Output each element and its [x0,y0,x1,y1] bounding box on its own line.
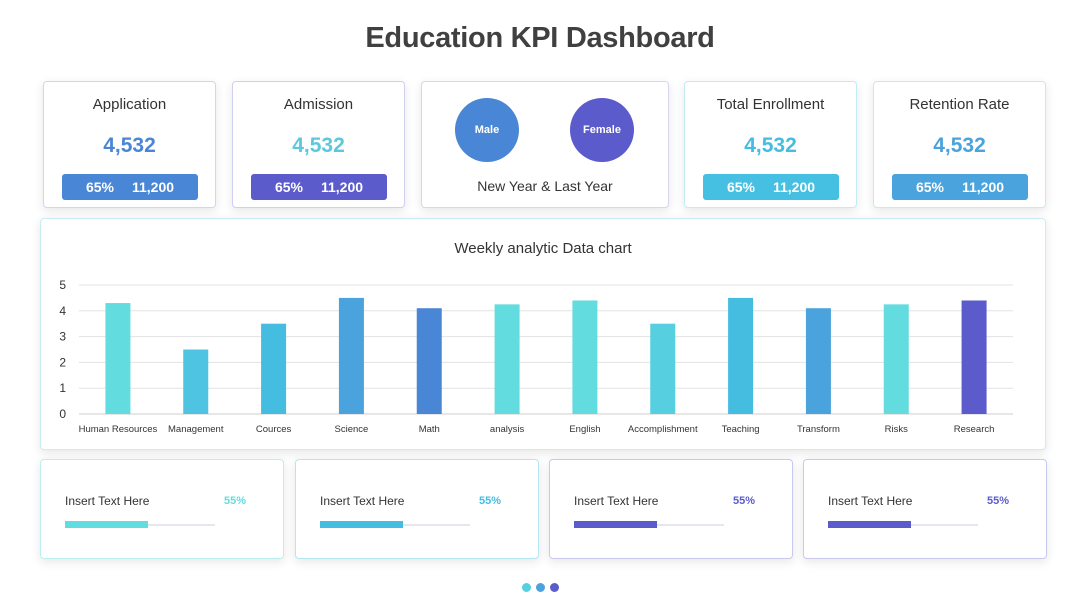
kpi-total: 11,200 [320,179,364,195]
bar-accomplishment [650,323,676,414]
x-tick-label: Management [168,424,224,435]
progress-label: Insert Text Here [828,494,913,508]
page-title: Education KPI Dashboard [365,22,715,54]
kpi-total: 11,200 [772,179,816,195]
weekly-chart-card: Weekly analytic Data chart 0 1 2 3 4 5 Human R… [40,218,1046,450]
progress-fill [65,521,148,528]
kpi-percent: 65% [726,179,755,195]
kpi-label: Total Enrollment [716,96,825,113]
progress-card-4: Insert Text Here 55% [803,459,1047,559]
kpi-stat-bar: 65% 11,200 [62,174,198,200]
pager-dots [0,583,1080,592]
kpi-stat-bar: 65% 11,200 [703,174,839,200]
kpi-stat-bar: 65% 11,200 [892,174,1028,200]
bar-math [416,308,442,414]
x-tick-label: Transform [797,424,840,435]
progress-label: Insert Text Here [320,494,405,508]
kpi-percent: 65% [915,179,944,195]
progress-card-2: Insert Text Here 55% [295,459,539,559]
x-tick-label: Research [954,424,995,435]
x-tick-label: Human Resources [79,424,158,435]
y-tick-label: 2 [59,355,66,369]
progress-track [65,521,215,528]
kpi-percent: 65% [274,179,303,195]
y-tick-label: 4 [59,304,66,318]
y-tick-label: 0 [59,407,66,421]
progress-card-1: Insert Text Here 55% [40,459,284,559]
progress-fill [320,521,403,528]
bar-english [572,300,598,414]
progress-percent: 55% [479,495,502,507]
bar-teaching [728,297,754,414]
progress-label: Insert Text Here [574,494,659,508]
x-tick-label: Accomplishment [628,424,698,435]
pager-dot[interactable] [549,583,559,592]
kpi-total: 11,200 [961,179,1005,195]
progress-track [320,521,470,528]
kpi-card-retention-rate: Retention Rate 4,532 65% 11,200 [873,81,1046,208]
x-tick-label: Science [335,424,369,435]
x-tick-label: Teaching [722,424,760,435]
chart-title: Weekly analytic Data chart [454,240,632,257]
kpi-value: 4,532 [933,134,986,157]
kpi-stat-bar: 65% 11,200 [251,174,387,200]
bar-transform [805,308,831,414]
pager-dot[interactable] [521,583,531,592]
kpi-card-application: Application 4,532 65% 11,200 [43,81,216,208]
x-tick-label: analysis [490,424,525,435]
bar-science [338,297,364,414]
gender-card: Male Female New Year & Last Year [421,81,669,208]
progress-fill [828,521,911,528]
kpi-card-admission: Admission 4,532 65% 11,200 [232,81,405,208]
kpi-label: Application [92,96,167,113]
progress-percent: 55% [224,495,247,507]
x-tick-label: English [569,424,600,435]
progress-fill [574,521,657,528]
female-badge: Female [570,98,634,162]
progress-card-3: Insert Text Here 55% [549,459,793,559]
kpi-value: 4,532 [744,134,797,157]
x-tick-label: Cources [256,424,292,435]
progress-label: Insert Text Here [65,494,150,508]
bar-human-resources [105,303,131,414]
gender-caption: New Year & Last Year [477,178,613,194]
bar-chart: 0 1 2 3 4 5 Human Resources Management Cources Sc… [59,278,1013,435]
y-tick-label: 3 [59,330,66,344]
y-tick-label: 1 [59,381,66,395]
bar-cources [261,323,287,414]
kpi-value: 4,532 [103,134,156,157]
pager-dot[interactable] [535,583,545,592]
x-tick-label: Math [419,424,440,435]
kpi-label: Retention Rate [909,96,1010,113]
bar-risks [883,304,909,414]
x-tick-label: Risks [885,424,908,435]
kpi-value: 4,532 [292,134,345,157]
kpi-card-total-enrollment: Total Enrollment 4,532 65% 11,200 [684,81,857,208]
bar-research [961,300,987,414]
progress-track [574,521,724,528]
kpi-label: Admission [283,96,354,113]
kpi-total: 11,200 [131,179,175,195]
kpi-percent: 65% [85,179,114,195]
male-badge: Male [455,98,519,162]
progress-percent: 55% [733,495,756,507]
y-tick-label: 5 [59,278,66,292]
bar-analysis [494,304,520,414]
progress-percent: 55% [987,495,1010,507]
progress-track [828,521,978,528]
bar-management [183,349,209,414]
